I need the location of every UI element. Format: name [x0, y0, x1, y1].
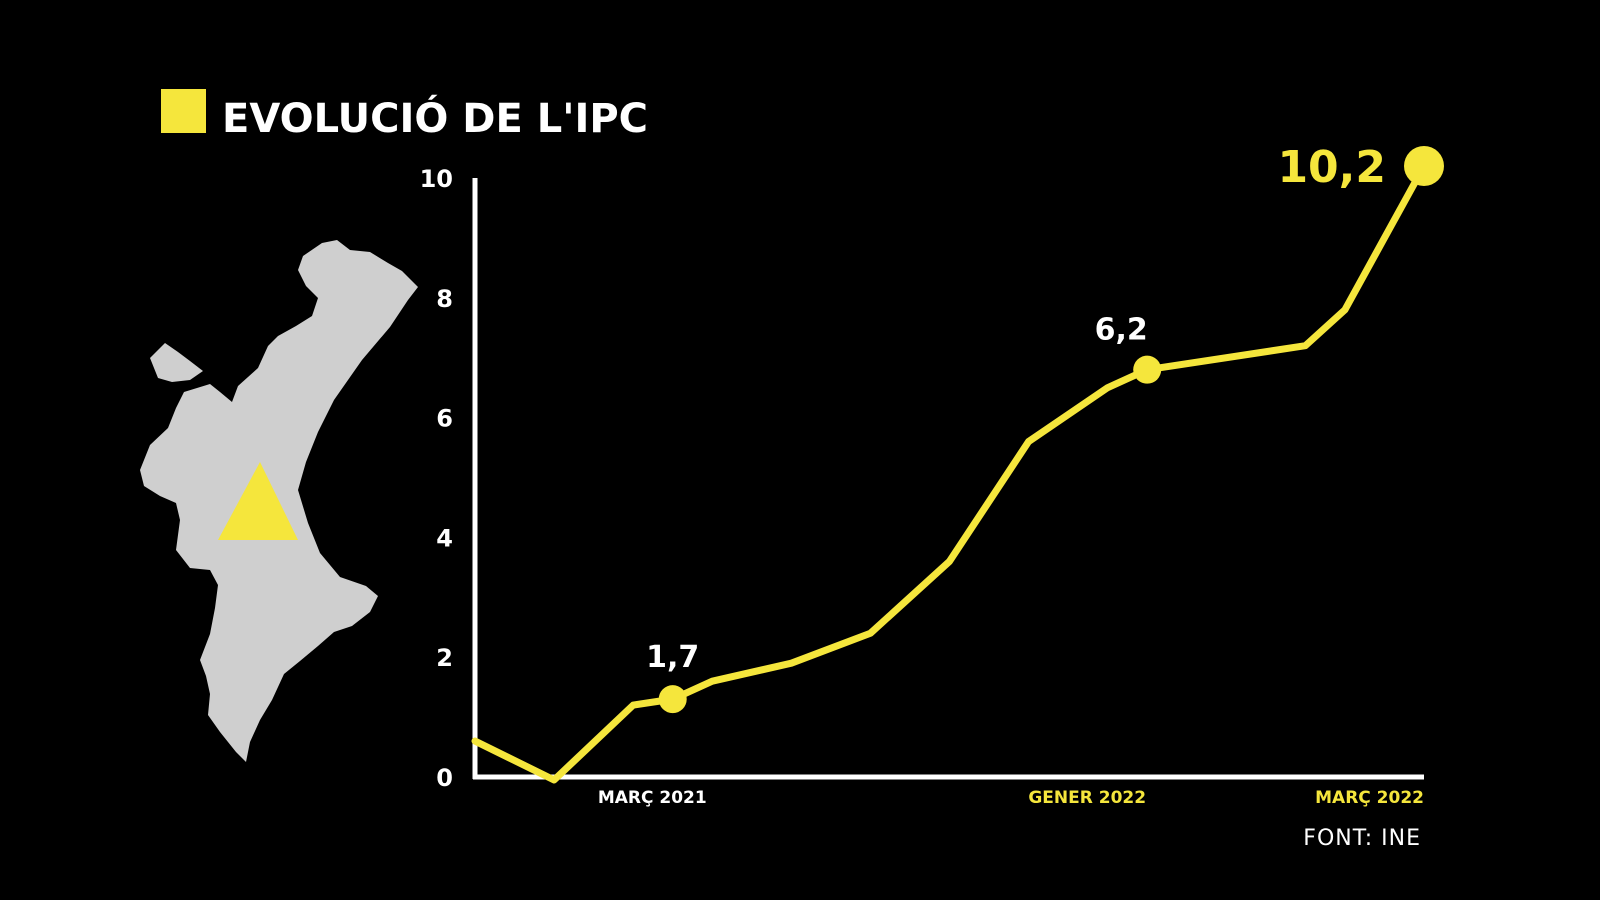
- y-tick-label: 8: [436, 285, 453, 313]
- source-label: FONT: INE: [1303, 826, 1421, 851]
- y-tick-label: 4: [436, 524, 453, 552]
- annotations: 1,7 6,2 10,2: [646, 142, 1444, 714]
- y-tick-label: 0: [436, 764, 453, 792]
- data-label: 6,2: [1095, 313, 1148, 348]
- yellow-square-icon: [161, 89, 206, 133]
- y-tick-labels: 0 2 4 6 8 10: [420, 165, 453, 792]
- y-tick-label: 10: [420, 165, 453, 193]
- data-point-marker: [1133, 355, 1162, 384]
- x-tick-label: MARÇ 2021: [598, 788, 707, 808]
- x-tick-labels: MARÇ 2021 GENER 2022 MARÇ 2022: [598, 788, 1424, 808]
- series-line: [471, 162, 1428, 784]
- chart-title: EVOLUCIÓ DE L'IPC: [222, 94, 648, 142]
- data-label: 10,2: [1277, 142, 1386, 193]
- x-tick-label: GENER 2022: [1028, 788, 1146, 808]
- series-layer: [471, 162, 1428, 784]
- axes: [472, 178, 1424, 780]
- data-point-marker: [658, 685, 687, 714]
- y-tick-label: 2: [436, 644, 453, 672]
- data-point-marker: [1404, 146, 1444, 187]
- comunitat-valenciana-map-icon: [140, 240, 418, 762]
- yellow-triangle-icon: [218, 462, 298, 540]
- y-tick-label: 6: [436, 405, 453, 433]
- data-label: 1,7: [646, 640, 699, 675]
- x-tick-label: MARÇ 2022: [1315, 788, 1424, 808]
